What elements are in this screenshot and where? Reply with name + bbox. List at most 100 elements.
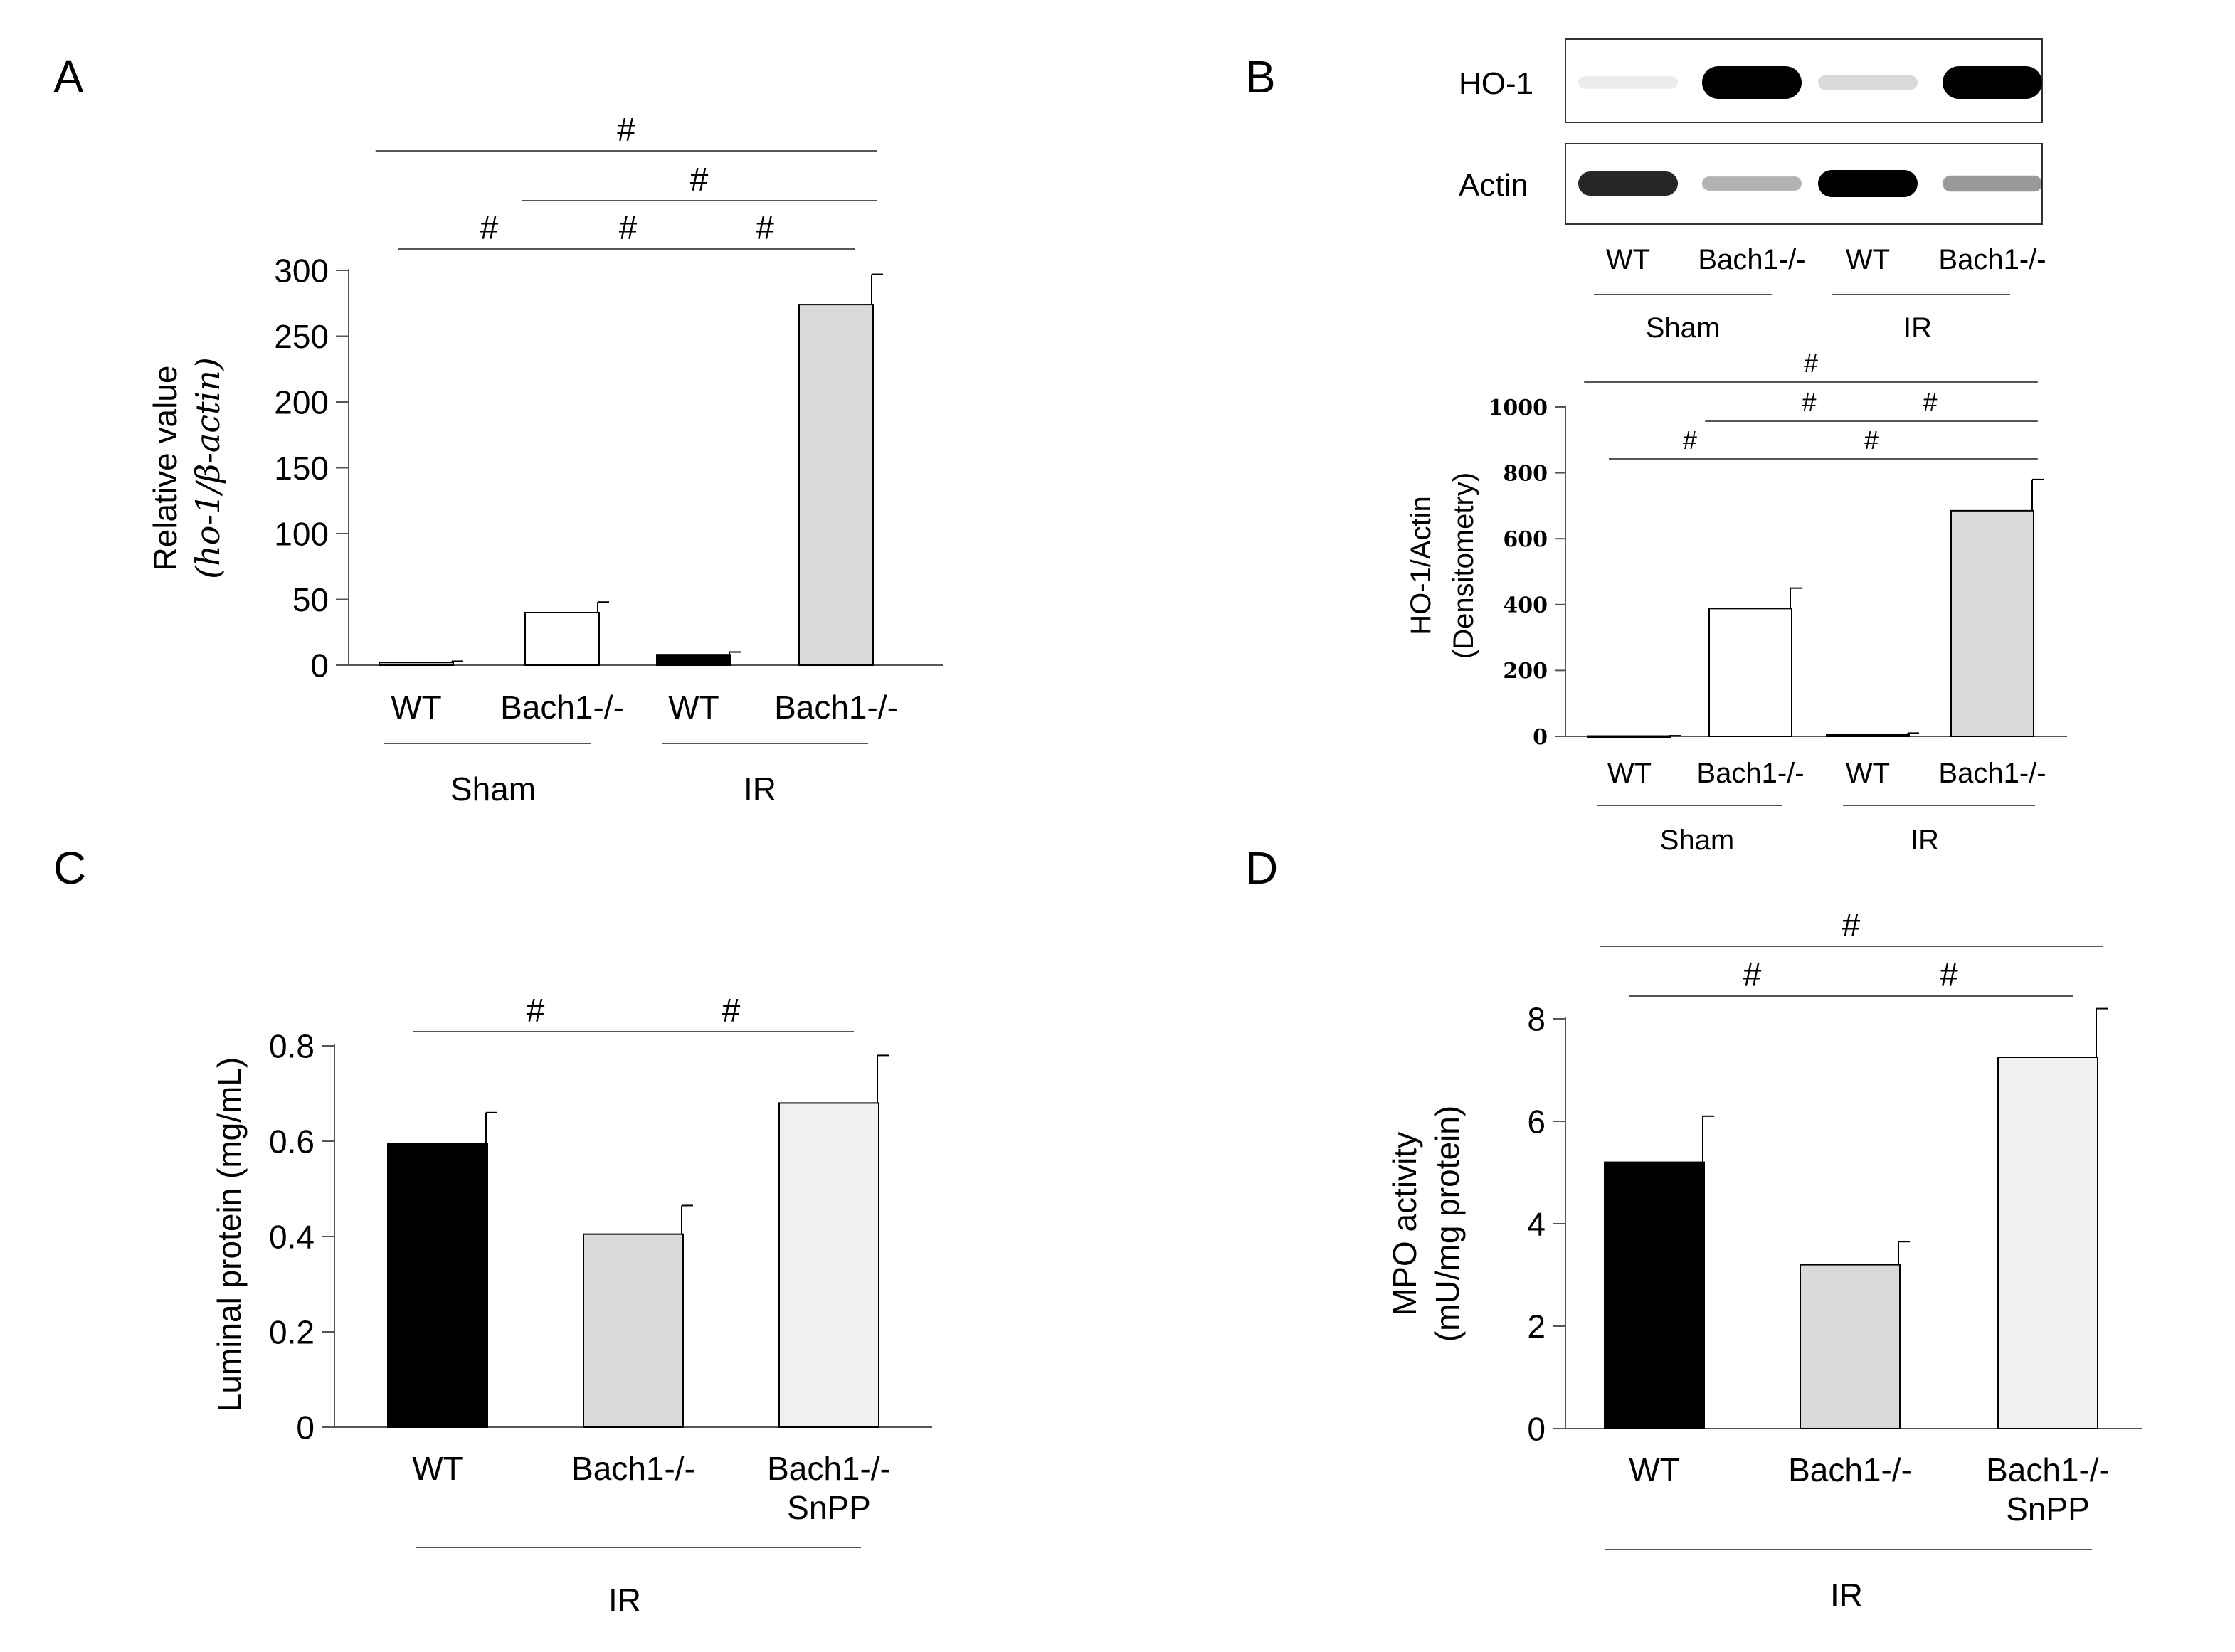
y-tick-label: 6 [1527, 1103, 1546, 1140]
y-tick-label: 0 [310, 647, 329, 684]
bar [1826, 734, 1910, 738]
significance-marker: # [1864, 425, 1879, 455]
blot-band-actin [1578, 171, 1678, 196]
x-category-label: Bach1-/- [767, 1450, 891, 1487]
bar [778, 1102, 879, 1429]
significance-marker: # [690, 161, 709, 198]
blot-band-ho1 [1818, 75, 1918, 90]
significance-marker: # [1842, 906, 1861, 943]
significance-marker: # [480, 209, 499, 246]
group-label: IR [1911, 825, 1939, 856]
y-axis-label-line2: (Densitometry) [1448, 472, 1479, 659]
blot-band-actin [1818, 170, 1918, 197]
panel-label-c: C [53, 842, 86, 894]
x-category-sublabel: SnPP [2006, 1490, 2090, 1527]
significance-marker: # [1683, 425, 1697, 455]
blot-bands-actin [1578, 170, 2042, 197]
bar [1604, 1161, 1705, 1429]
y-tick-label: 200 [274, 384, 329, 421]
significance-marker: # [619, 209, 638, 246]
blot-band-actin [1943, 175, 2042, 192]
x-category-label: WT [1846, 758, 1890, 789]
x-category-label: Bach1-/- [1696, 758, 1804, 789]
y-axis-label-line2: (mU/mg protein) [1429, 1106, 1466, 1342]
significance-marker: # [1940, 956, 1958, 993]
x-category-label: Bach1-/- [1788, 1451, 1912, 1488]
group-label: Sham [1660, 825, 1735, 856]
y-tick-label: 4 [1527, 1206, 1546, 1243]
bar [798, 304, 874, 666]
y-tick-label: 0 [1527, 1411, 1546, 1448]
group-label: Sham [450, 771, 536, 808]
x-category-label: Bach1-/- [500, 689, 624, 726]
x-category-label: WT [1607, 758, 1652, 789]
bar [656, 654, 731, 667]
x-category-label: Bach1-/- [1986, 1451, 2110, 1488]
x-category-label: WT [1629, 1451, 1680, 1488]
blot-lane-3: WT [1846, 244, 1890, 275]
y-axis-label: Luminal protein (mg/mL) [211, 1057, 248, 1412]
significance-marker: # [1743, 956, 1762, 993]
y-axis-label: HO-1/Actin [1405, 496, 1437, 635]
y-tick-label: 200 [1503, 659, 1548, 684]
chart-b: 0 200 400 600 800 1000 WT Bach1-/- WT Bach1-/- Sha… [1405, 349, 2067, 856]
blot-lane-2: Bach1-/- [1698, 244, 1805, 275]
group-label: IR [608, 1582, 641, 1619]
bar [583, 1233, 684, 1429]
y-tick-label: 0.2 [269, 1314, 315, 1351]
blot-band-ho1 [1702, 66, 1802, 99]
bar [387, 1143, 488, 1428]
y-tick-label: 8 [1527, 1001, 1546, 1038]
chart-c: 00.20.40.60.8WT Bach1-/- Bach1-/-SnPPIRLum… [211, 992, 932, 1619]
x-category-label: Bach1-/- [1938, 758, 2046, 789]
y-tick-label: 100 [274, 516, 329, 553]
significance-marker: # [617, 111, 635, 148]
y-tick-label: 0.6 [269, 1123, 315, 1160]
y-tick-label: 250 [274, 318, 329, 355]
bar [1950, 509, 2034, 737]
y-tick-label: 50 [292, 581, 329, 618]
western-blot: HO-1 Actin WT Bach1-/- WT Bach1-/- Sham … [1459, 38, 2046, 344]
significance-marker: # [1802, 388, 1816, 417]
blot-label-actin: Actin [1459, 168, 1528, 203]
bar [1708, 608, 1792, 738]
y-tick-label: 1000 [1489, 396, 1548, 420]
y-tick-label: 150 [274, 450, 329, 487]
blot-bands-ho1 [1578, 66, 2042, 99]
bar [524, 612, 600, 666]
panel-label-a: A [53, 51, 84, 102]
y-tick-label: 400 [1503, 593, 1548, 618]
blot-group-ir: IR [1903, 312, 1932, 344]
x-category-label: WT [668, 689, 719, 726]
y-axis-label-line2: (ho-1/β-actin) [189, 357, 227, 579]
blot-lane-1: WT [1606, 244, 1650, 275]
blot-band-ho1 [1578, 76, 1678, 89]
bar [1800, 1264, 1901, 1429]
panel-label-b: B [1245, 51, 1276, 102]
x-category-label: Bach1-/- [571, 1450, 695, 1487]
y-tick-label: 800 [1503, 461, 1548, 486]
y-axis-label: MPO activity [1386, 1132, 1423, 1315]
bar [1997, 1057, 2098, 1429]
significance-marker: # [527, 992, 545, 1029]
y-tick-label: 0.4 [269, 1219, 315, 1256]
group-label: IR [1830, 1577, 1863, 1614]
bar [379, 662, 454, 666]
blot-band-ho1 [1943, 66, 2042, 99]
blot-group-sham: Sham [1646, 312, 1721, 344]
y-tick-label: 0 [296, 1409, 315, 1446]
blot-band-actin [1702, 176, 1802, 191]
x-category-label: WT [412, 1450, 463, 1487]
y-tick-label: 2 [1527, 1308, 1546, 1345]
significance-marker: # [722, 992, 741, 1029]
x-category-label: WT [391, 689, 442, 726]
group-label: IR [744, 771, 776, 808]
x-category-label: Bach1-/- [774, 689, 898, 726]
y-tick-label: 600 [1503, 527, 1548, 552]
panel-label-d: D [1245, 842, 1278, 894]
chart-a: 0 50 100 150 200 250 300 WT Bach1-/- WT Bach1-/- Sh… [147, 111, 943, 808]
blot-label-ho1: HO-1 [1459, 66, 1533, 101]
significance-marker: # [756, 209, 774, 246]
